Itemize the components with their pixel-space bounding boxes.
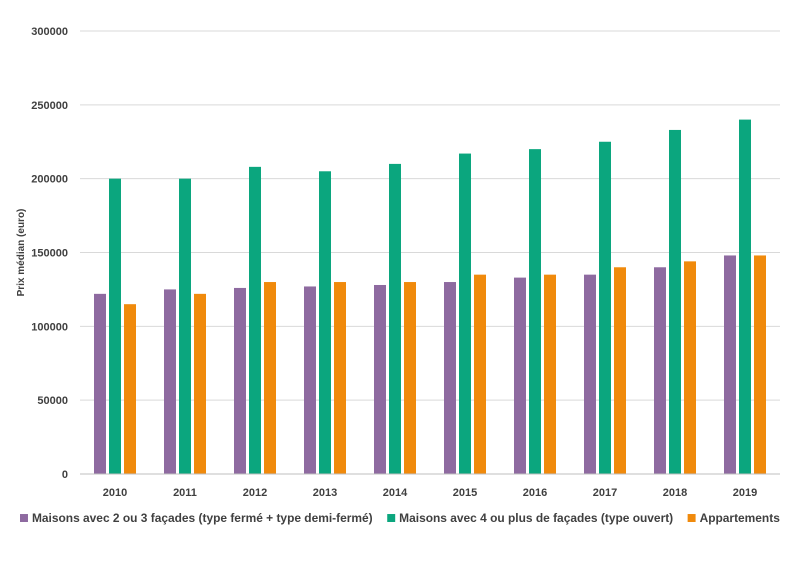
x-tick-label: 2013 — [313, 487, 337, 499]
x-tick-label: 2019 — [733, 487, 757, 499]
legend-swatch — [20, 514, 28, 522]
bar-series-3 — [124, 304, 136, 474]
bar-series-2 — [389, 163, 401, 474]
y-tick-label: 300000 — [31, 26, 68, 38]
legend-swatch — [387, 514, 396, 522]
x-tick-label: 2018 — [663, 487, 687, 499]
bar-series-1 — [164, 289, 176, 474]
y-tick-label: 100000 — [31, 321, 68, 333]
legend-item-3: Appartements — [687, 511, 781, 525]
bar-series-2 — [179, 178, 191, 474]
bar-series-1 — [654, 267, 666, 474]
bars — [94, 119, 766, 475]
bar-series-2 — [739, 119, 751, 474]
bar-series-3 — [404, 282, 416, 474]
bar-series-2 — [319, 171, 331, 475]
bar-series-2 — [109, 178, 121, 474]
bar-series-1 — [724, 255, 736, 474]
bar-series-3 — [474, 274, 486, 474]
x-tick-label: 2015 — [453, 487, 477, 499]
y-axis-ticks: 0 50000 100000 150000 200000 250000 300000 — [31, 26, 68, 481]
legend-label: Appartements — [700, 511, 781, 525]
x-tick-label: 2016 — [523, 487, 547, 499]
y-axis-title: Prix médian (euro) — [16, 209, 27, 297]
bar-series-2 — [459, 153, 471, 474]
bar-series-2 — [249, 166, 261, 474]
x-tick-label: 2011 — [173, 487, 197, 499]
bar-series-2 — [529, 149, 541, 474]
x-tick-label: 2012 — [243, 487, 267, 499]
x-tick-label: 2014 — [383, 487, 408, 499]
bar-series-1 — [514, 277, 526, 474]
bar-series-1 — [444, 282, 456, 474]
bar-series-1 — [234, 287, 246, 474]
bar-series-1 — [374, 284, 386, 474]
legend-item-2: Maisons avec 4 ou plus de façades (type … — [387, 511, 673, 525]
legend-label: Maisons avec 4 ou plus de façades (type … — [399, 511, 673, 525]
x-axis-ticks: 2010 2011 2012 2013 2014 2015 2016 2017 2018 2019 — [103, 487, 757, 499]
bar-series-3 — [614, 267, 626, 474]
x-tick-label: 2010 — [103, 487, 127, 499]
legend-item-1: Maisons avec 2 ou 3 façades (type fermé … — [20, 511, 373, 525]
y-tick-label: 0 — [62, 469, 68, 481]
y-tick-label: 50000 — [37, 395, 68, 407]
bar-series-3 — [544, 274, 556, 474]
bar-series-3 — [264, 282, 276, 474]
legend-label: Maisons avec 2 ou 3 façades (type fermé … — [32, 511, 373, 525]
bar-series-2 — [599, 141, 611, 474]
y-tick-label: 150000 — [31, 248, 68, 260]
x-tick-label: 2017 — [593, 487, 617, 499]
y-tick-label: 200000 — [31, 174, 68, 186]
legend: Maisons avec 2 ou 3 façades (type fermé … — [20, 511, 780, 525]
bar-series-3 — [194, 293, 206, 474]
bar-series-1 — [304, 286, 316, 474]
bar-series-3 — [334, 282, 346, 474]
y-tick-label: 250000 — [31, 100, 68, 112]
legend-swatch — [687, 514, 696, 522]
bar-series-1 — [584, 274, 596, 474]
bar-series-3 — [754, 255, 766, 474]
bar-series-1 — [94, 293, 106, 474]
bar-series-2 — [669, 129, 681, 475]
bar-series-3 — [684, 261, 696, 474]
